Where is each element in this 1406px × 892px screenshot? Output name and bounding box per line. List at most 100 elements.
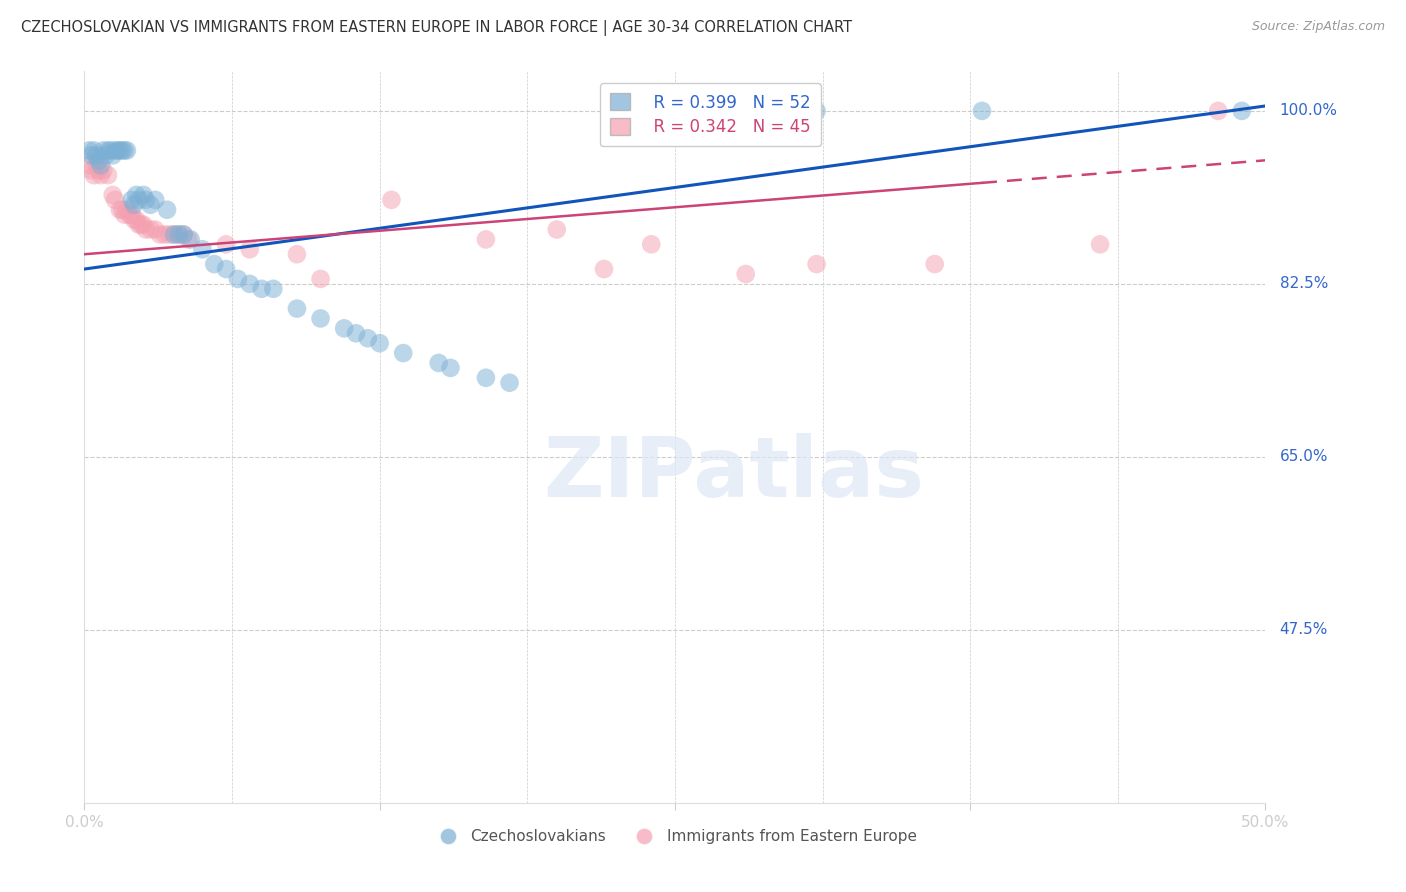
Text: ZIPatlas: ZIPatlas — [544, 434, 924, 514]
Point — [104, 193, 127, 207]
Point — [309, 311, 332, 326]
Point — [84, 148, 107, 162]
Point — [128, 193, 150, 207]
Point — [167, 227, 190, 242]
Point — [380, 193, 402, 207]
Point — [806, 103, 828, 118]
Point — [139, 222, 162, 236]
Point — [87, 153, 110, 168]
Point — [475, 371, 498, 385]
Point — [143, 193, 166, 207]
Point — [132, 188, 155, 202]
Point — [108, 144, 131, 158]
Point — [309, 272, 332, 286]
Point — [121, 193, 143, 207]
Point — [368, 336, 391, 351]
Point — [593, 262, 616, 277]
Legend: Czechoslovakians, Immigrants from Eastern Europe: Czechoslovakians, Immigrants from Easter… — [426, 822, 924, 850]
Text: Source: ZipAtlas.com: Source: ZipAtlas.com — [1251, 20, 1385, 33]
Point — [135, 193, 157, 207]
Point — [285, 247, 308, 261]
Point — [1230, 103, 1253, 118]
Point — [91, 163, 114, 178]
Point — [177, 232, 200, 246]
Point — [173, 227, 195, 242]
Point — [173, 227, 195, 242]
Point — [83, 168, 105, 182]
Point — [83, 144, 105, 158]
Point — [121, 208, 143, 222]
Point — [143, 222, 166, 236]
Point — [114, 144, 136, 158]
Point — [285, 301, 308, 316]
Point — [546, 222, 568, 236]
Point — [115, 144, 138, 158]
Point — [90, 158, 112, 172]
Point — [84, 158, 107, 172]
Point — [125, 188, 148, 202]
Text: 65.0%: 65.0% — [1279, 450, 1329, 465]
Point — [616, 103, 638, 118]
Point — [115, 202, 138, 217]
Point — [163, 227, 186, 242]
Point — [111, 144, 134, 158]
Point — [77, 158, 100, 172]
Point — [924, 257, 946, 271]
Point — [77, 144, 100, 158]
Point — [139, 198, 162, 212]
Point — [90, 168, 112, 182]
Point — [250, 282, 273, 296]
Point — [101, 188, 124, 202]
Point — [226, 272, 249, 286]
Point — [640, 237, 662, 252]
Point — [107, 144, 129, 158]
Point — [122, 198, 145, 212]
Point — [156, 202, 179, 217]
Point — [122, 212, 145, 227]
Point — [87, 163, 110, 178]
Point — [475, 232, 498, 246]
Point — [1206, 103, 1229, 118]
Point — [80, 148, 103, 162]
Point — [215, 262, 238, 277]
Point — [97, 144, 120, 158]
Point — [970, 103, 993, 118]
Point — [758, 103, 780, 118]
Point — [734, 267, 756, 281]
Point — [202, 257, 225, 271]
Point — [215, 237, 238, 252]
Text: 100.0%: 100.0% — [1279, 103, 1337, 119]
Point — [118, 208, 141, 222]
Point — [108, 202, 131, 217]
Point — [125, 212, 148, 227]
Point — [104, 144, 127, 158]
Point — [806, 257, 828, 271]
Point — [344, 326, 367, 341]
Point — [97, 168, 120, 182]
Point — [132, 218, 155, 232]
Point — [392, 346, 415, 360]
Point — [262, 282, 284, 296]
Text: 47.5%: 47.5% — [1279, 623, 1327, 637]
Point — [114, 208, 136, 222]
Point — [111, 202, 134, 217]
Point — [94, 148, 117, 162]
Text: 82.5%: 82.5% — [1279, 277, 1327, 292]
Point — [157, 227, 180, 242]
Point — [498, 376, 520, 390]
Point — [91, 144, 114, 158]
Point — [129, 218, 152, 232]
Point — [163, 227, 186, 242]
Point — [167, 227, 190, 242]
Point — [357, 331, 380, 345]
Point — [128, 218, 150, 232]
Point — [98, 144, 121, 158]
Point — [427, 356, 450, 370]
Point — [191, 242, 214, 256]
Point — [239, 277, 262, 291]
Point — [135, 222, 157, 236]
Point — [734, 103, 756, 118]
Point — [239, 242, 262, 256]
Point — [153, 227, 176, 242]
Point — [1088, 237, 1111, 252]
